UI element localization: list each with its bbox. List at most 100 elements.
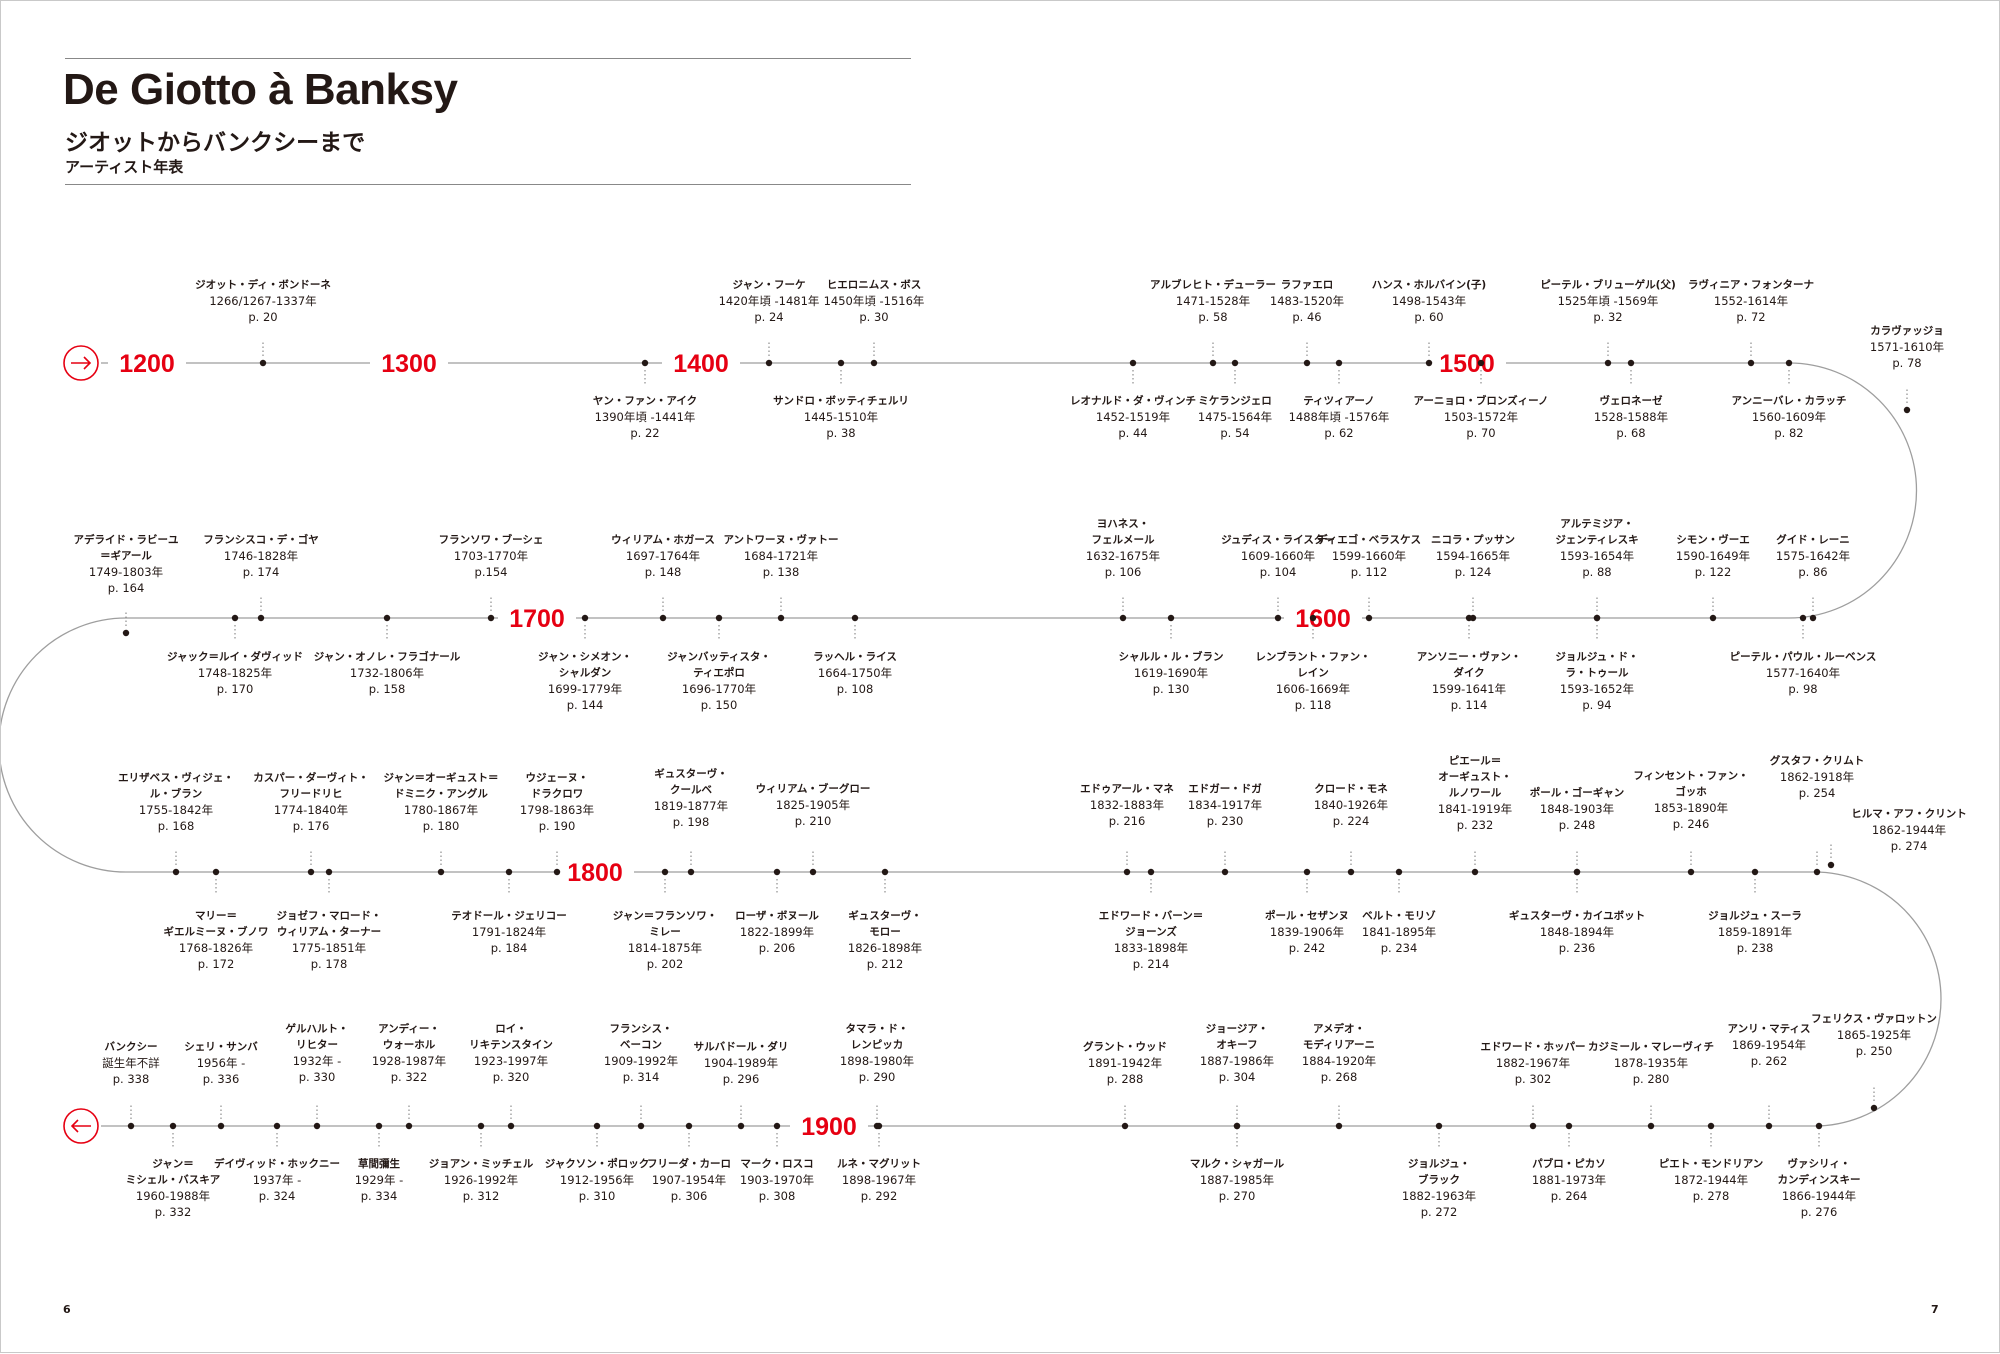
- artist-name: ピーテル・ブリューゲル(父): [1540, 279, 1676, 291]
- artist-dates: 1814-1875年: [627, 941, 703, 955]
- artist-entry: ジョゼフ・マロード・ ウィリアム・ターナー 1775-1851年 p. 178: [234, 908, 424, 972]
- artist-page: p. 246: [1672, 817, 1710, 831]
- artist-page: p. 250: [1855, 1044, 1893, 1058]
- artist-page: p. 232: [1456, 818, 1494, 832]
- artist-dates: 1840-1926年: [1313, 798, 1389, 812]
- artist-name: アルテミジア・ ジェンティレスキ: [1555, 518, 1639, 546]
- artist-page: p. 78: [1892, 356, 1922, 370]
- artist-dates: 1898-1967年: [841, 1173, 917, 1187]
- artist-dates: 1445-1510年: [803, 410, 879, 424]
- artist-entry: ピーテル・ブリューゲル(父) 1525年頃 -1569年 p. 32: [1513, 277, 1703, 325]
- artist-dates: 1599-1660年: [1331, 549, 1407, 563]
- artist-dates: 1825-1905年: [775, 798, 851, 812]
- artist-name: エドワード・ホッパー: [1480, 1041, 1586, 1053]
- artist-dates: 1909-1992年: [603, 1054, 679, 1068]
- artist-entry: クロード・モネ 1840-1926年 p. 224: [1256, 781, 1446, 829]
- artist-name: ジャック＝ルイ・ダヴィッド: [167, 651, 303, 663]
- artist-entry: グスタフ・クリムト 1862-1918年 p. 254: [1722, 753, 1912, 801]
- artist-name: マルク・シャガール: [1189, 1158, 1285, 1170]
- artist-entry: レオナルド・ダ・ヴィンチ 1452-1519年 p. 44: [1038, 393, 1228, 441]
- century-mask: [370, 349, 448, 377]
- artist-entry: マーク・ロスコ 1903-1970年 p. 308: [682, 1156, 872, 1204]
- timeline-dot: [581, 614, 589, 622]
- artist-name: ジョージア・ オキーフ: [1205, 1023, 1269, 1051]
- century-mask: [1428, 349, 1506, 377]
- artist-entry: フリーダ・カーロ 1907-1954年 p. 306: [594, 1156, 784, 1204]
- artist-page: p. 178: [310, 957, 348, 971]
- timeline-dot: [1303, 868, 1311, 876]
- artist-name: クロード・モネ: [1314, 783, 1388, 795]
- timeline-dot: [1209, 359, 1217, 367]
- artist-name: ジャンバッティスタ・ ティエポロ: [667, 651, 771, 679]
- artist-dates: 1571-1610年: [1869, 340, 1945, 354]
- artist-name: グイド・レーニ: [1776, 534, 1850, 546]
- arrow-left-circle-icon-glyph: [70, 1119, 91, 1133]
- artist-page: p. 322: [390, 1070, 428, 1084]
- artist-dates: 1841-1919年: [1437, 802, 1513, 816]
- artist-page: p. 264: [1550, 1189, 1588, 1203]
- timeline-dot: [1365, 614, 1373, 622]
- artist-name: ジャクソン・ポロック: [544, 1158, 650, 1170]
- timeline-dot: [881, 868, 889, 876]
- artist-page: p. 46: [1292, 310, 1322, 324]
- artist-entry: ジャンバッティスタ・ ティエポロ 1696-1770年 p. 150: [624, 649, 814, 713]
- artist-page: p. 58: [1198, 310, 1228, 324]
- artist-dates: 1577-1640年: [1765, 666, 1841, 680]
- artist-entry: ウィリアム・ブーグロー 1825-1905年 p. 210: [718, 781, 908, 829]
- artist-page: p. 176: [292, 819, 330, 833]
- timeline-dot: [1167, 614, 1175, 622]
- artist-name: カジミール・マレーヴィチ: [1588, 1041, 1714, 1053]
- timeline-dot: [325, 868, 333, 876]
- artist-entry: ジャン＝ ミシェル・バスキア 1960-1988年 p. 332: [78, 1156, 268, 1220]
- artist-page: p. 184: [490, 941, 528, 955]
- artist-page: p. 324: [258, 1189, 296, 1203]
- artist-dates: 1488年頃 -1576年: [1288, 410, 1390, 424]
- artist-entry: ギュスターヴ・ クールベ 1819-1877年 p. 198: [596, 766, 786, 830]
- artist-entry: アーニョロ・ブロンズィーノ 1503-1572年 p. 70: [1386, 393, 1576, 441]
- timeline-dot: [809, 868, 817, 876]
- artist-name: ジョゼフ・マロード・ ウィリアム・ターナー: [276, 910, 382, 938]
- artist-page: p. 98: [1788, 682, 1818, 696]
- artist-dates: 1593-1652年: [1559, 682, 1635, 696]
- century-mask: [498, 604, 576, 632]
- artist-entry: ヒルマ・アフ・クリント 1862-1944年 p. 274: [1814, 806, 2000, 854]
- artist-entry: フランソワ・ブーシェ 1703-1770年 p.154: [396, 532, 586, 580]
- artist-name: ピーテル・パウル・ルーベンス: [1729, 651, 1877, 663]
- artist-dates: 1926-1992年: [443, 1173, 519, 1187]
- timeline-dot: [1477, 359, 1485, 367]
- artist-dates: 1498-1543年: [1391, 294, 1467, 308]
- artist-name: グスタフ・クリムト: [1769, 755, 1865, 767]
- artist-entry: シャルル・ル・ブラン 1619-1690年 p. 130: [1076, 649, 1266, 697]
- timeline-dot: [1123, 868, 1131, 876]
- artist-name: ポール・ゴーギャン: [1529, 787, 1625, 799]
- artist-name: ローザ・ボヌール: [735, 910, 819, 922]
- artist-dates: 1848-1894年: [1539, 925, 1615, 939]
- artist-name: アントワーヌ・ヴァトー: [723, 534, 839, 546]
- artist-dates: 1590-1649年: [1675, 549, 1751, 563]
- artist-page: p. 306: [670, 1189, 708, 1203]
- artist-dates: 1575-1642年: [1775, 549, 1851, 563]
- timeline-dot: [313, 1122, 321, 1130]
- century-label-1700: 1700: [509, 605, 565, 633]
- artist-dates: 誕生年不詳: [102, 1056, 160, 1070]
- artist-entry: エドゥアール・マネ 1832-1883年 p. 216: [1032, 781, 1222, 829]
- artist-page: p. 112: [1350, 565, 1388, 579]
- timeline-dot: [661, 868, 669, 876]
- artist-page: p. 60: [1414, 310, 1444, 324]
- timeline-dot: [1813, 868, 1821, 876]
- artist-entry: タマラ・ド・ レンピッカ 1898-1980年 p. 290: [782, 1021, 972, 1085]
- artist-page: p. 190: [538, 819, 576, 833]
- timeline-dot: [1809, 614, 1817, 622]
- artist-page: p. 86: [1798, 565, 1828, 579]
- artist-page: p. 234: [1380, 941, 1418, 955]
- artist-page: p. 106: [1104, 565, 1142, 579]
- artist-name: ラッヘル・ライス: [813, 651, 897, 663]
- artist-page: p. 122: [1694, 565, 1732, 579]
- artist-name: ピエト・モンドリアン: [1658, 1158, 1764, 1170]
- timeline-dot: [212, 868, 220, 876]
- timeline-dot: [1274, 614, 1282, 622]
- century-label-1200: 1200: [119, 350, 175, 378]
- artist-name: フランシスコ・デ・ゴヤ: [203, 534, 319, 546]
- artist-entry: エドワード・バーン＝ ジョーンズ 1833-1898年 p. 214: [1056, 908, 1246, 972]
- timeline-dot: [685, 1122, 693, 1130]
